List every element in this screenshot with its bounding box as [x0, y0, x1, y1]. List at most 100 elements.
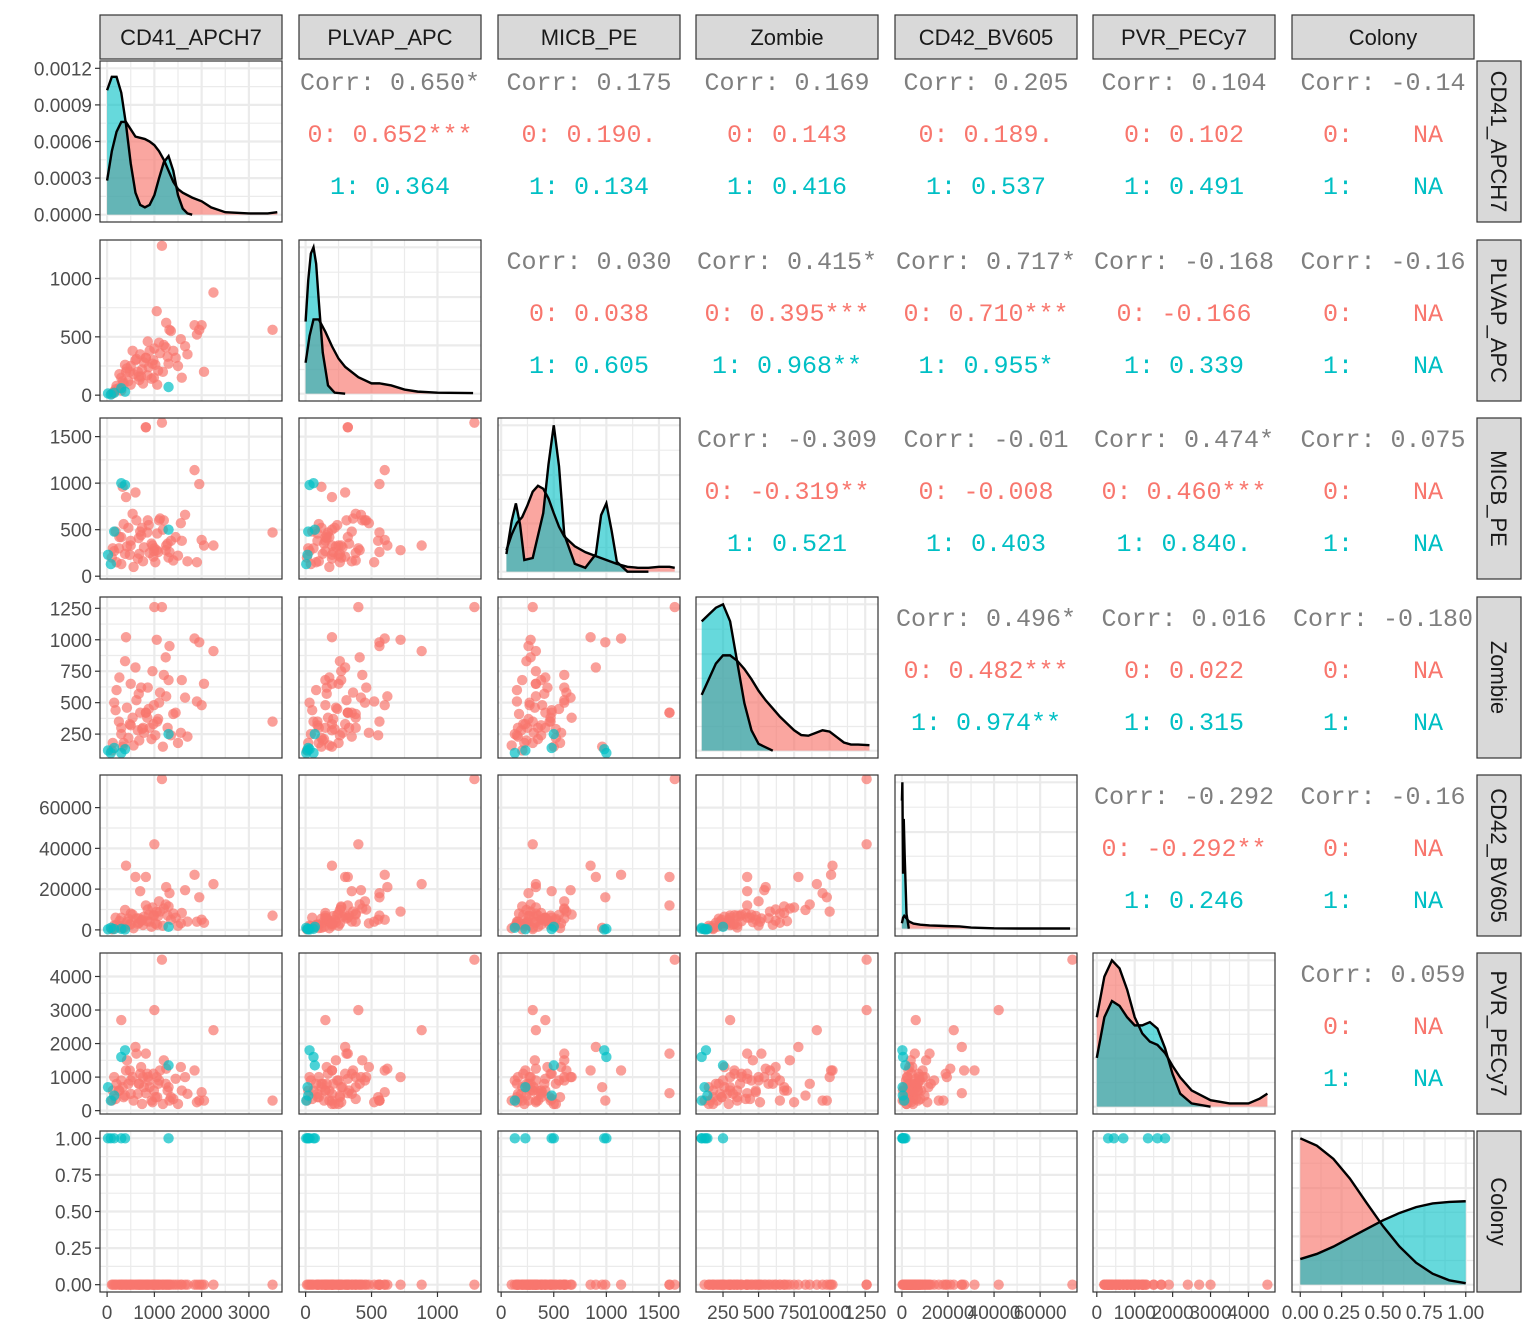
- point-group0: [546, 885, 557, 897]
- corr-text-group: Corr: 0.496* 0: 0.482*** 1: 0.974**: [896, 605, 1076, 738]
- density-line-group0: [1095, 958, 1269, 1105]
- corr-text-group: Corr: 0.016 0: 0.022 1: 0.315: [1101, 605, 1266, 738]
- point-group0: [527, 601, 538, 613]
- x-tick-label: 1000: [416, 1303, 458, 1324]
- point-group0: [208, 878, 219, 890]
- point-group0: [1163, 1279, 1175, 1290]
- corr-group1: 1: 0.403: [926, 530, 1046, 559]
- point-group0: [140, 1048, 152, 1059]
- corr-group1: 1: NA: [1323, 352, 1443, 381]
- point-group0: [530, 1095, 542, 1106]
- point-group0: [956, 1279, 968, 1290]
- scatter-panel-cd42-bv605-vs-plvap-apc: [298, 774, 482, 937]
- point-group0: [114, 672, 125, 683]
- density-area-group1: [305, 247, 346, 394]
- corr-cell-1-2: Corr: 0.030 0: 0.038 1: 0.605: [506, 248, 671, 381]
- point-group0: [339, 487, 351, 498]
- point-group0: [130, 487, 141, 498]
- y-tick-label: 1250: [50, 599, 92, 620]
- point-group0: [732, 919, 743, 930]
- panel-border: [695, 1130, 879, 1293]
- point-group0: [382, 881, 393, 893]
- point-group0: [741, 885, 753, 897]
- point-group0: [342, 422, 353, 433]
- point-group1: [303, 1090, 314, 1101]
- point-group1: [116, 923, 127, 935]
- point-group0: [600, 637, 611, 648]
- panel-border: [298, 774, 482, 937]
- point-group1: [116, 747, 127, 758]
- density-line-group1: [700, 602, 774, 752]
- scatter-panel-pvr-pecy7-vs-plvap-apc: [298, 952, 482, 1115]
- point-group0: [320, 910, 331, 922]
- point-group0: [133, 1078, 144, 1090]
- scatter-points: [696, 775, 872, 935]
- point-group0: [313, 1071, 324, 1083]
- point-group1: [116, 1133, 127, 1144]
- point-group0: [133, 688, 144, 700]
- point-group0: [774, 1279, 786, 1290]
- point-group0: [527, 1279, 538, 1290]
- point-group0: [124, 1065, 135, 1076]
- point-group0: [189, 464, 200, 476]
- point-group1: [696, 923, 707, 935]
- point-group0: [374, 1095, 385, 1106]
- strip-row-cd42-bv605: [1476, 774, 1522, 937]
- corr-overall: Corr: -0.168: [1094, 248, 1274, 277]
- corr-overall: Corr: -0.292: [1094, 783, 1274, 812]
- point-group0: [516, 674, 528, 686]
- point-group0: [590, 1041, 602, 1053]
- density-area-group0: [107, 121, 278, 215]
- point-group0: [175, 727, 187, 739]
- point-group0: [198, 1279, 210, 1290]
- corr-group1: 1: NA: [1323, 709, 1443, 738]
- point-group1: [116, 382, 127, 394]
- point-group0: [395, 1279, 406, 1290]
- point-group0: [326, 540, 338, 551]
- point-group0: [334, 548, 346, 560]
- point-group0: [267, 910, 278, 921]
- point-group0: [330, 702, 342, 713]
- point-group0: [127, 345, 138, 357]
- corr-text-group: Corr: -0.180 0: NA 1: NA: [1293, 605, 1473, 738]
- point-group0: [198, 678, 210, 689]
- y-tick-label: 4000: [50, 967, 92, 988]
- point-group0: [1193, 1279, 1205, 1290]
- point-group0: [530, 666, 542, 677]
- strip-col-cd42-bv605: [894, 14, 1078, 60]
- point-group0: [120, 860, 132, 871]
- point-group0: [306, 705, 318, 716]
- x-tick-label: 500: [356, 1303, 388, 1324]
- point-group0: [179, 509, 191, 520]
- point-group0: [664, 871, 675, 883]
- strip-row-label-cd42-bv605: CD42_BV605: [1486, 788, 1511, 923]
- panel-border: [298, 417, 482, 580]
- point-group0: [559, 669, 570, 681]
- point-group0: [196, 1086, 207, 1098]
- point-group0: [750, 1279, 761, 1290]
- corr-text-group: Corr: 0.650* 0: 0.652*** 1: 0.364: [300, 69, 480, 202]
- point-group0: [336, 1081, 347, 1093]
- point-group0: [540, 1014, 551, 1026]
- point-group0: [919, 1071, 931, 1083]
- density-panel-cd42-bv605: [894, 774, 1078, 937]
- point-group0: [117, 1081, 128, 1093]
- point-group0: [804, 1078, 815, 1090]
- strip-row-label-micb-pe: MICB_PE: [1486, 450, 1511, 547]
- point-group0: [341, 1048, 352, 1059]
- point-group0: [146, 733, 157, 745]
- point-group0: [342, 531, 353, 543]
- point-group0: [1148, 1279, 1159, 1290]
- strip-row-label-zombie: Zombie: [1486, 641, 1511, 714]
- x-tick-label: 0.75: [1406, 1303, 1443, 1324]
- corr-group1: 1: 0.339: [1124, 352, 1244, 381]
- density-curves: [900, 782, 1071, 930]
- point-group0: [176, 674, 187, 686]
- point-group1: [717, 921, 729, 933]
- point-group0: [267, 1095, 278, 1106]
- density-area-group1: [107, 76, 193, 215]
- panel-border: [99, 952, 283, 1115]
- panel-border: [298, 1130, 482, 1293]
- point-group0: [346, 556, 357, 567]
